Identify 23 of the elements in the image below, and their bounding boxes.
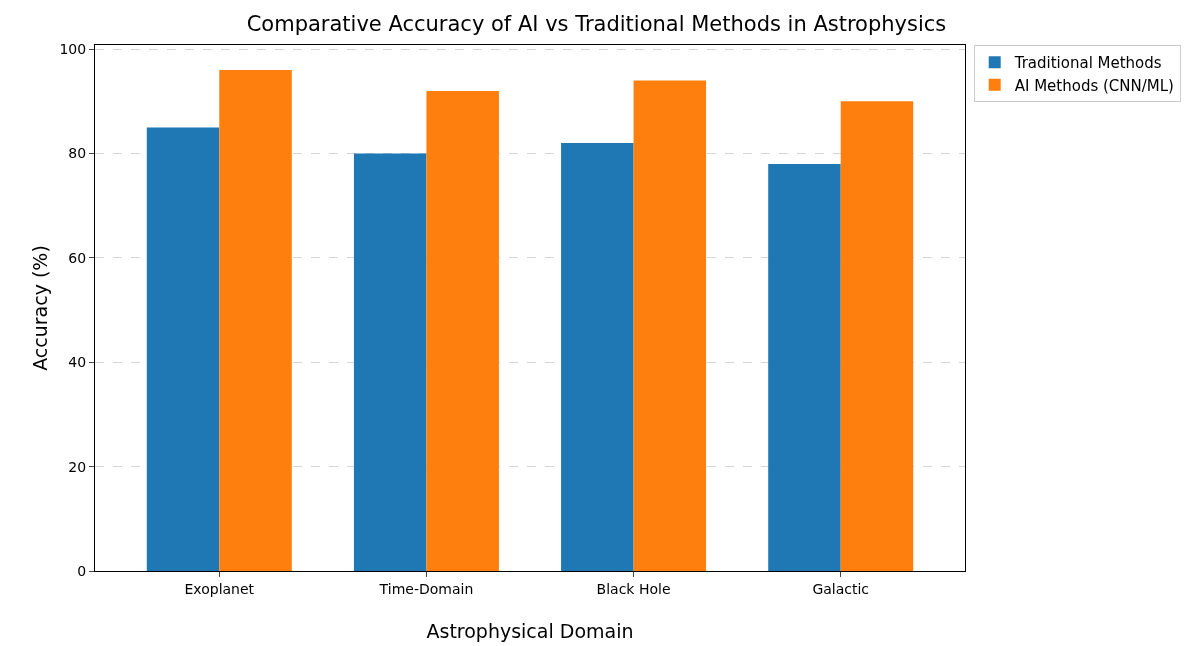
bar: [146, 127, 220, 571]
legend-label: Traditional Methods: [1013, 54, 1162, 73]
y-tick-label: 100: [59, 41, 87, 58]
x-tick-label: Black Hole: [596, 580, 671, 597]
chart-title: Comparative Accuracy of AI vs Traditional Methods in Astrophysics: [246, 11, 947, 36]
bar: [561, 143, 634, 571]
bar: [768, 163, 841, 571]
y-tick-label: 0: [77, 562, 87, 579]
x-tick-label: Time-Domain: [378, 580, 474, 597]
x-axis-title: Astrophysical Domain: [426, 620, 634, 642]
bar: [633, 80, 707, 571]
bar: [353, 153, 427, 571]
y-axis-title: Accuracy (%): [29, 245, 51, 371]
x-tick-label: Exoplanet: [184, 580, 255, 597]
y-tick-label: 80: [68, 145, 87, 162]
bar: [426, 90, 499, 571]
y-tick-label: 60: [68, 249, 87, 266]
y-tick-label: 40: [68, 354, 87, 371]
legend-label: AI Methods (CNN/ML): [1014, 76, 1174, 95]
x-tick-label: Galactic: [812, 580, 870, 597]
bar: [219, 70, 292, 571]
bar: [840, 101, 914, 571]
y-tick-label: 20: [68, 458, 87, 475]
